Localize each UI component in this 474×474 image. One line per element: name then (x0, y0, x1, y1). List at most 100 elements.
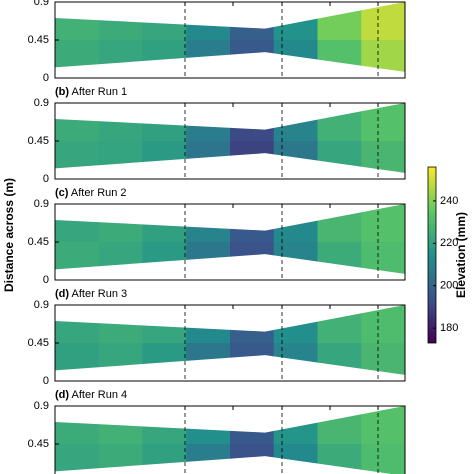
heatmap-cell (186, 103, 231, 142)
heatmap-cell (98, 141, 143, 173)
y-tick-label: 0.9 (34, 400, 49, 412)
heatmap-cell (55, 343, 100, 375)
heatmap-cell (317, 204, 362, 243)
heatmap-cell (273, 2, 318, 41)
panel-label: (b) (55, 86, 69, 98)
heatmap-cell (142, 343, 187, 375)
heatmap-cell (98, 40, 143, 72)
heatmap-cell (142, 204, 187, 243)
colorbar-label: Elevation (mm) (454, 212, 468, 298)
heatmap-cell (98, 343, 143, 375)
heatmap-cell (186, 2, 231, 41)
heatmap-cell (55, 242, 100, 274)
panel-title-text: After Run 2 (71, 187, 127, 199)
panel-label: (d) (55, 288, 69, 300)
y-tick-label: 0.45 (28, 438, 49, 450)
heatmap-cell (186, 204, 231, 243)
y-tick-label: 0 (43, 375, 49, 387)
heatmap-cell (98, 444, 143, 474)
heatmap-cell (273, 40, 318, 72)
heatmap-cell (361, 204, 405, 243)
heatmap-cells (55, 406, 405, 474)
heatmap-cell (142, 40, 187, 72)
panel-label: (d) (55, 389, 69, 401)
heatmap-cell (361, 141, 405, 173)
panel-title-text: After Run 4 (72, 389, 128, 401)
heatmap-cell (273, 242, 318, 274)
colorbar-tick-label: 240 (440, 195, 458, 207)
heatmap-cell (230, 141, 275, 173)
heatmap-cell (273, 141, 318, 173)
heatmap-cell (317, 305, 362, 344)
heatmap-cells (55, 103, 405, 173)
panel-title-text: After Run 3 (72, 288, 128, 300)
y-axis-label: Distance across (m) (2, 178, 16, 292)
heatmap-cell (142, 305, 187, 344)
panel-title: (d) After Run 3 (55, 288, 127, 300)
heatmap-cell (273, 305, 318, 344)
y-tick-label: 0.9 (34, 97, 49, 109)
heatmap-cell (142, 141, 187, 173)
y-tick-label: 0.45 (28, 337, 49, 349)
heatmap-cell (55, 204, 100, 243)
heatmap-cell (230, 406, 275, 445)
heatmap-cell (98, 204, 143, 243)
heatmap-cell (55, 141, 100, 173)
y-tick-label: 0.45 (28, 236, 49, 248)
heatmap-cell (142, 2, 187, 41)
heatmap-cell (55, 2, 100, 41)
heatmap-cells (55, 204, 405, 274)
heatmap-cell (273, 444, 318, 474)
heatmap-cell (317, 103, 362, 142)
heatmap-cell (142, 242, 187, 274)
heatmap-cell (317, 406, 362, 445)
panel-label: (c) (55, 187, 69, 199)
y-tick-label: 0.9 (34, 299, 49, 311)
heatmap-cell (361, 242, 405, 274)
heatmap-cell (317, 242, 362, 274)
heatmap-cell (142, 103, 187, 142)
heatmap-cell (230, 2, 275, 41)
heatmap-cell (55, 40, 100, 72)
heatmap-cell (230, 204, 275, 243)
panel-title-text: After Run 1 (72, 86, 128, 98)
y-tick-label: 0 (43, 274, 49, 286)
heatmap-cell (273, 204, 318, 243)
colorbar (427, 166, 437, 344)
heatmap-cell (55, 103, 100, 142)
colorbar-tick-label: 220 (440, 237, 458, 249)
heatmap-cell (273, 103, 318, 142)
heatmap-cell (273, 406, 318, 445)
heatmap-cell (230, 343, 275, 375)
panel-title: (d) After Run 4 (55, 389, 127, 401)
heatmap-cell (361, 444, 405, 474)
y-tick-label: 0.9 (34, 0, 49, 8)
heatmap-cell (273, 343, 318, 375)
heatmap-cell (230, 103, 275, 142)
heatmap-cell (361, 406, 405, 445)
heatmap-cell (317, 40, 362, 72)
heatmap-cell (361, 2, 405, 41)
y-tick-label: 0.45 (28, 34, 49, 46)
heatmap-cells (55, 305, 405, 375)
heatmap-cell (186, 444, 231, 474)
heatmap-cell (186, 406, 231, 445)
heatmap-cell (98, 2, 143, 41)
heatmap-cell (98, 305, 143, 344)
heatmap-cell (230, 305, 275, 344)
heatmap-cell (186, 141, 231, 173)
heatmap-cell (317, 2, 362, 41)
y-tick-label: 0 (43, 173, 49, 185)
heatmap-cell (317, 343, 362, 375)
heatmap-cell (230, 242, 275, 274)
heatmap-cell (361, 343, 405, 375)
heatmap-cell (230, 444, 275, 474)
heatmap-cell (142, 444, 187, 474)
heatmap-cell (186, 305, 231, 344)
heatmap-cell (98, 103, 143, 142)
panel-title: (b) After Run 1 (55, 86, 127, 98)
panel-title: (c) After Run 2 (55, 187, 127, 199)
y-tick-label: 0.45 (28, 135, 49, 147)
heatmap-cell (55, 305, 100, 344)
colorbar-tick-label: 180 (440, 322, 458, 334)
